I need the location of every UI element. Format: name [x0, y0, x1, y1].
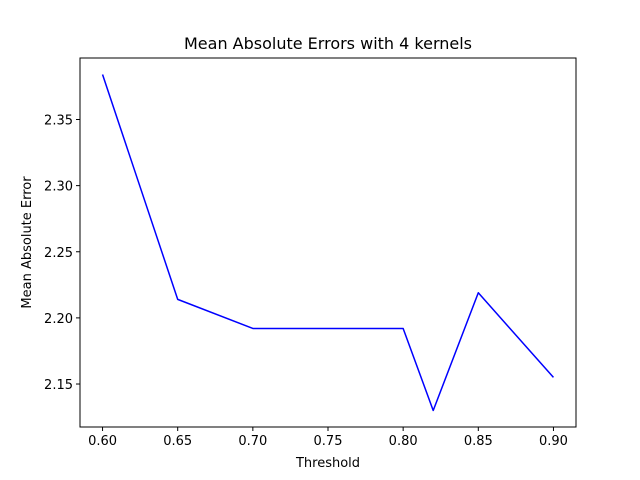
series-line — [101, 74, 555, 412]
x-tick-label: 0.60 — [88, 434, 117, 449]
chart-title: Mean Absolute Errors with 4 kernels — [184, 34, 472, 53]
series-layer — [101, 74, 555, 412]
y-axis-ticks: 2.15 2.20 2.25 2.30 2.35 — [44, 114, 80, 393]
x-tick-label: 0.75 — [314, 434, 343, 449]
y-tick-label: 2.25 — [44, 246, 73, 261]
y-tick-label: 2.30 — [44, 180, 73, 195]
x-tick-label: 0.65 — [163, 434, 192, 449]
x-tick-label: 0.70 — [238, 434, 267, 449]
x-axis-label: Threshold — [295, 456, 360, 471]
x-tick-label: 0.80 — [389, 434, 418, 449]
y-tick-label: 2.20 — [44, 312, 73, 327]
x-tick-label: 0.85 — [464, 434, 493, 449]
x-tick-label: 0.90 — [539, 434, 568, 449]
y-axis-label: Mean Absolute Error — [20, 176, 35, 309]
x-axis-ticks: 0.60 0.65 0.70 0.75 0.80 0.85 0.90 — [88, 427, 568, 449]
y-tick-label: 2.15 — [44, 378, 73, 393]
y-tick-label: 2.35 — [44, 114, 73, 129]
plot-area-frame — [79, 57, 577, 428]
